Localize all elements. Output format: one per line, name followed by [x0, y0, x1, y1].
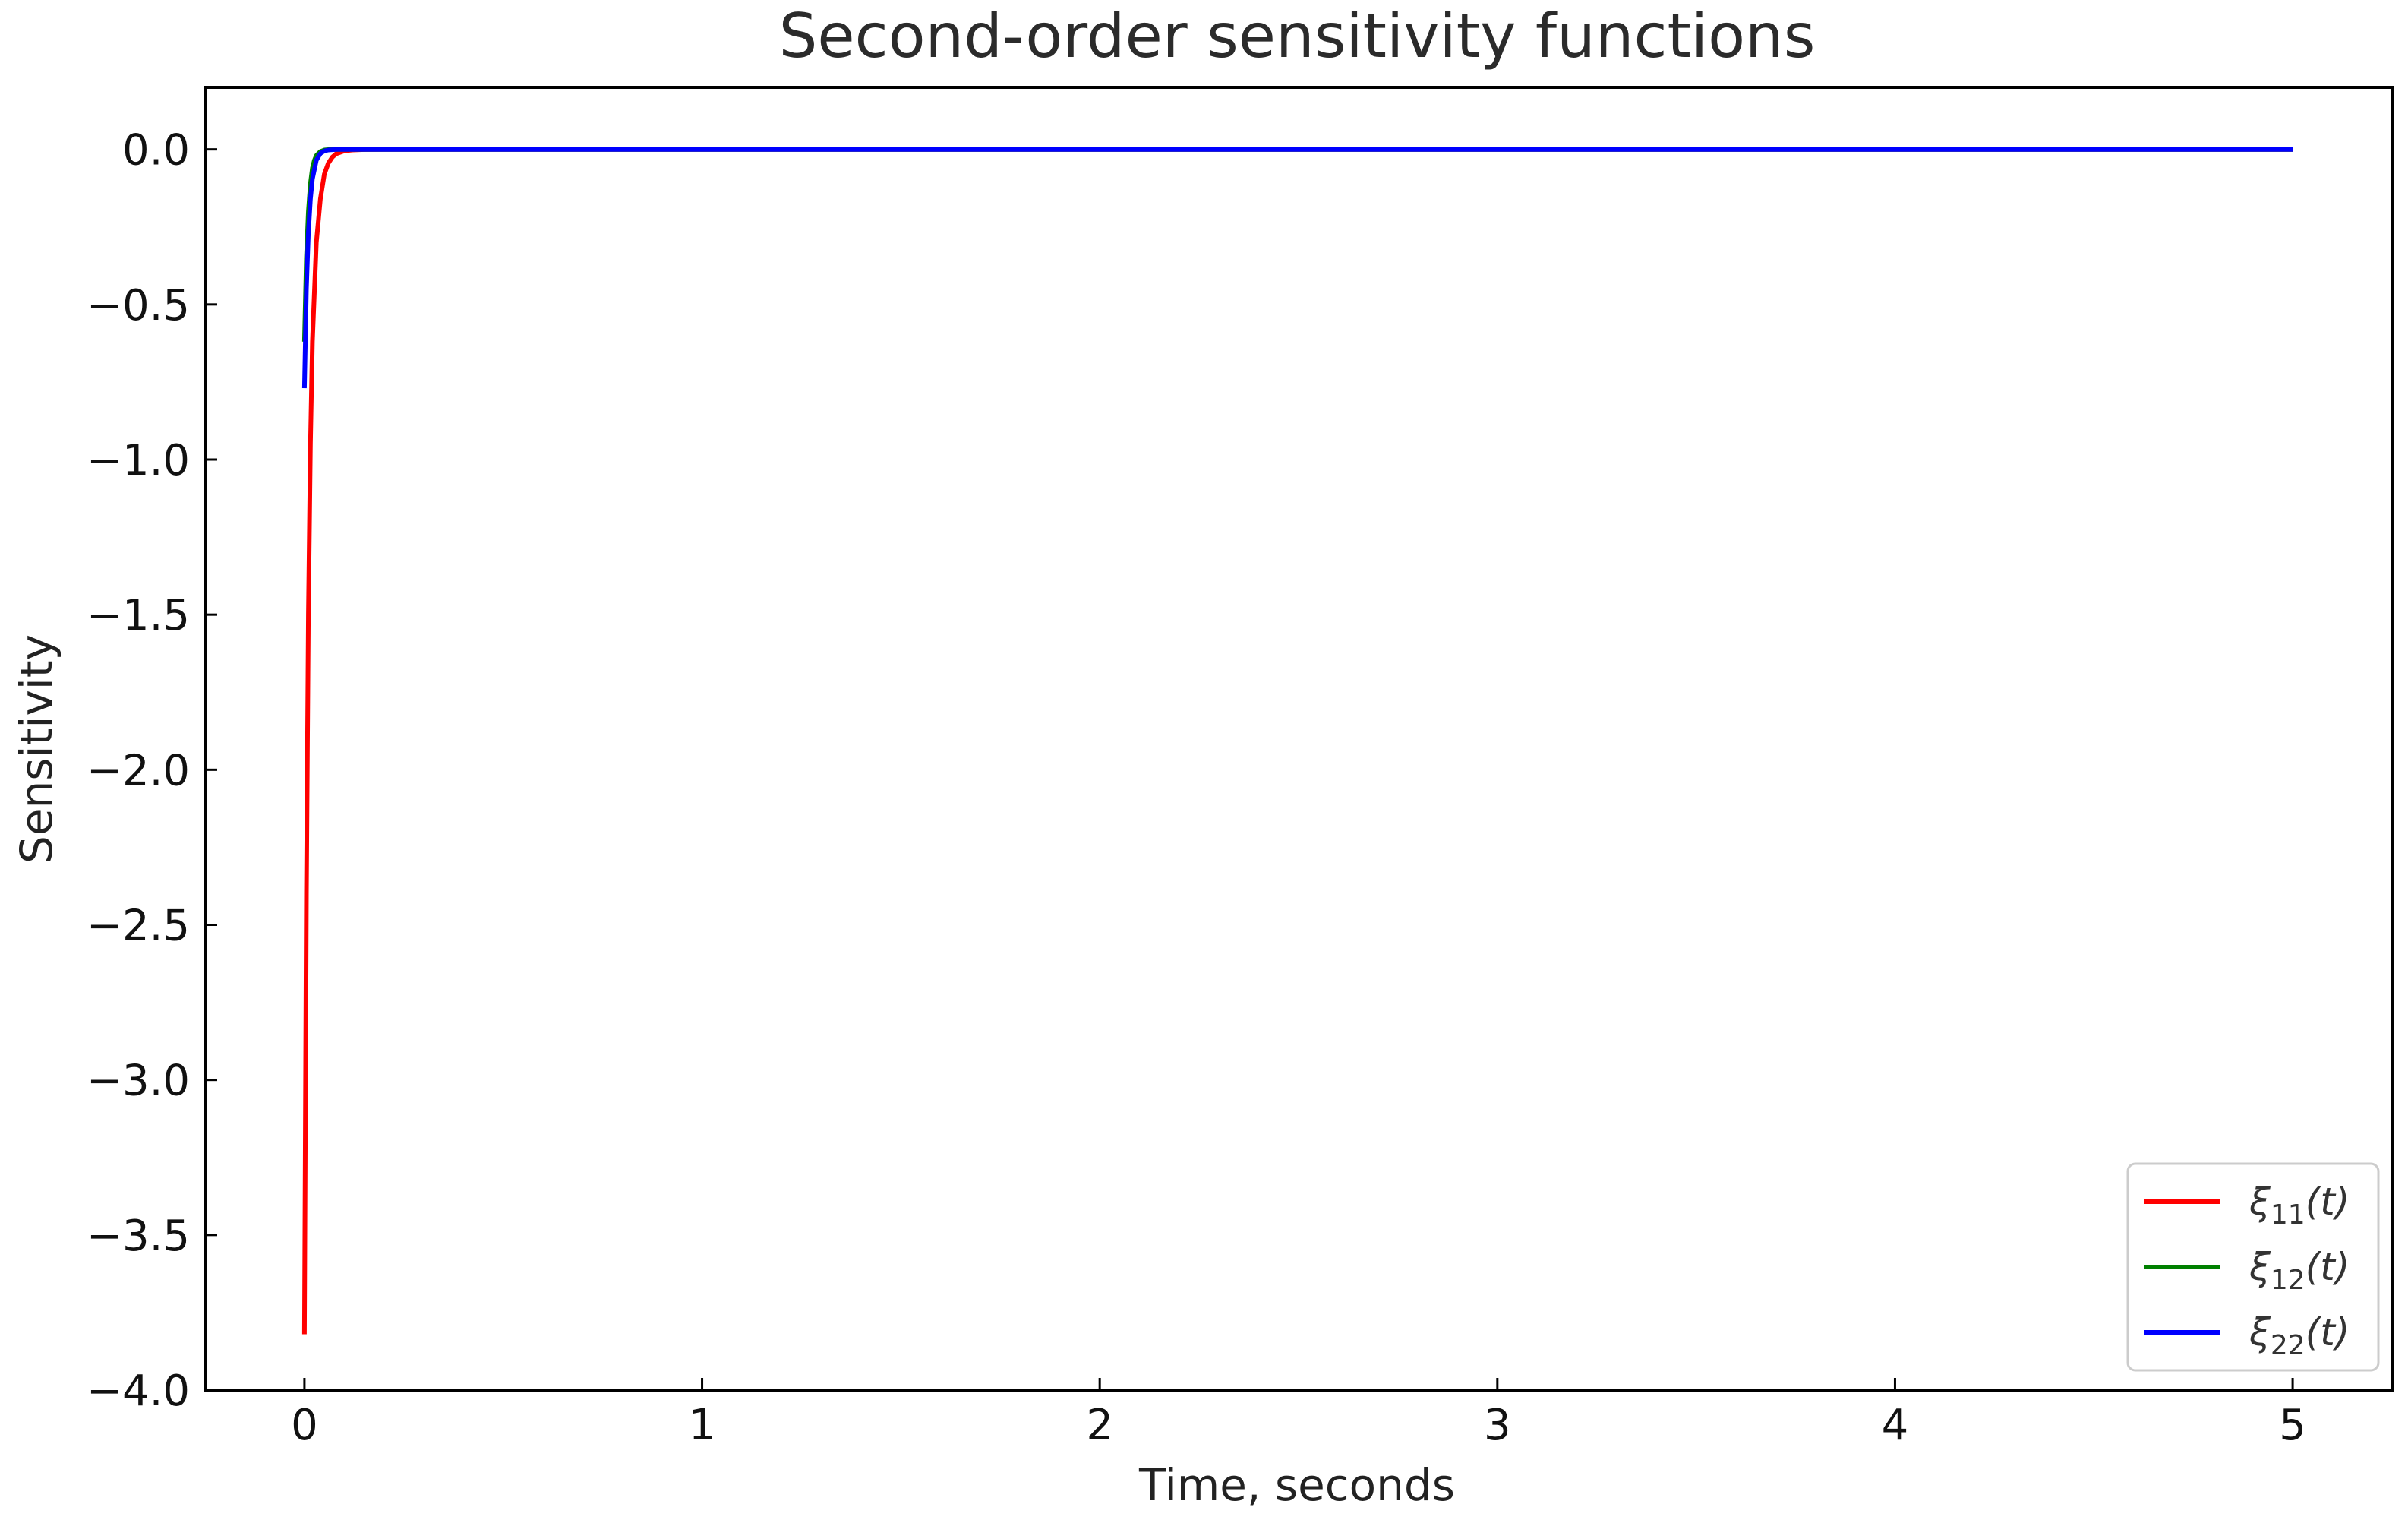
y-tick-label: −0.5: [87, 281, 190, 330]
y-tick-label: −1.5: [87, 591, 190, 640]
series-line-12: [301, 147, 2293, 342]
y-tick-label: 0.0: [122, 126, 190, 175]
series-line-11: [301, 147, 2293, 1335]
y-tick-label: −2.0: [87, 746, 190, 795]
y-tick-label: −4.0: [87, 1367, 190, 1416]
x-tick-label: 1: [689, 1401, 716, 1450]
legend-label-22: ξ22(t): [2249, 1310, 2350, 1361]
legend-box: [2126, 1162, 2380, 1372]
y-tick-label: −2.5: [87, 902, 190, 951]
y-tick-label: −1.0: [87, 436, 190, 485]
legend: ξ11(t) ξ12(t) ξ22(t): [2126, 1162, 2380, 1372]
plot-frame: [204, 86, 2394, 1392]
x-tick-label: 3: [1484, 1401, 1511, 1450]
x-tick-label: 0: [291, 1401, 318, 1450]
y-tick-label: −3.0: [87, 1057, 190, 1106]
x-tick-label: 5: [2279, 1401, 2306, 1450]
x-axis-label: Time, seconds: [1138, 1459, 1455, 1511]
plot-area: 0 1 2 3 4 5 0.0 −0.5 −1.0 −1.5 −2.0 −2.5 −3.0 −3.5 −4.…: [87, 86, 2394, 1450]
series-line-22: [301, 147, 2293, 389]
x-tick-label: 2: [1086, 1401, 1113, 1450]
y-axis-label: Sensitivity: [11, 634, 62, 864]
legend-label-11: ξ11(t): [2249, 1180, 2350, 1231]
legend-label-12: ξ12(t): [2249, 1245, 2350, 1296]
chart-title: Second-order sensitivity functions: [779, 1, 1816, 71]
y-tick-label: −3.5: [87, 1212, 190, 1261]
x-tick-label: 4: [1882, 1401, 1909, 1450]
